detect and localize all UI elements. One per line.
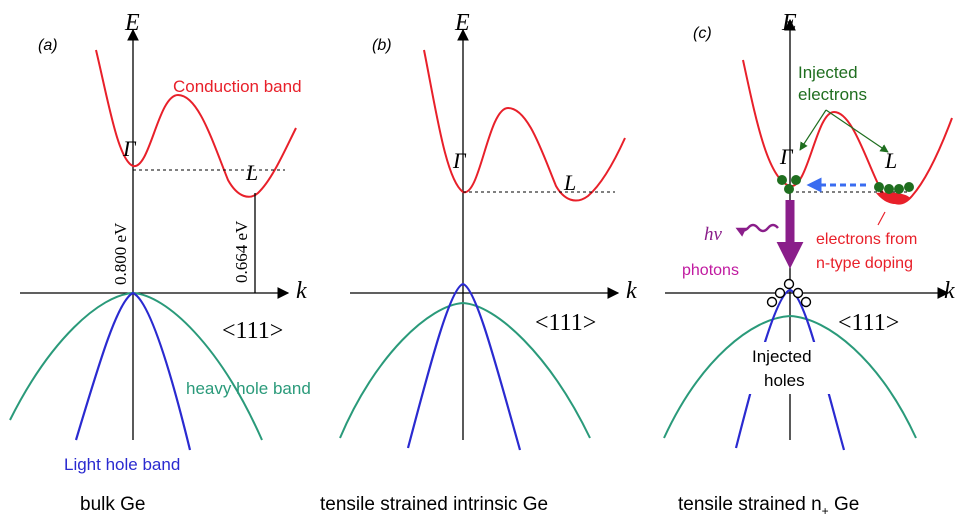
injected-holes-label-line1: Injected (752, 347, 812, 366)
hv-label: hν (704, 224, 723, 245)
injected-electrons-arrow-gamma (799, 109, 827, 151)
electron (791, 175, 801, 185)
injected-holes-label-line2: holes (764, 371, 805, 390)
injected-holes (766, 278, 812, 308)
energy-axis-label-c: E (781, 10, 797, 36)
panel-b-label: (b) (372, 37, 392, 54)
L-label-a: L (245, 160, 258, 185)
holes-label-backdrop (745, 342, 833, 394)
k-axis-label-a: k (296, 278, 307, 304)
electron (784, 184, 794, 194)
light-hole-band-b (406, 282, 522, 451)
k-axis-label-c: k (944, 278, 955, 304)
caption-c-main: tensile strained n (678, 494, 822, 515)
injected-electrons-label-line2: electrons (798, 85, 867, 104)
conduction-band-curve-c (742, 59, 953, 205)
heavy-hole-label: heavy hole band (186, 379, 311, 398)
photon-wave-icon (735, 223, 779, 237)
gamma-label-a: Γ (122, 136, 137, 161)
heavy-hole-band-a (9, 291, 263, 441)
conduction-band-label: Conduction band (173, 77, 302, 96)
energy-axis-label-b: E (454, 10, 470, 36)
gamma-label-b: Γ (452, 148, 467, 173)
k-axis-label-b: k (626, 278, 637, 304)
caption-c-sub: + (822, 504, 829, 516)
injected-electrons-label-line1: Injected (798, 63, 858, 82)
L-label-b: L (563, 170, 576, 195)
light-hole-label: Light hole band (64, 455, 180, 474)
hole (774, 287, 786, 299)
conduction-band-curve-a (95, 49, 297, 198)
caption-c-tail: Ge (829, 494, 860, 515)
gamma-gap-value: 0.800 eV (111, 222, 130, 285)
conduction-band-curve-b (423, 49, 626, 202)
L-gap-value: 0.664 eV (232, 220, 251, 283)
hole (800, 296, 812, 308)
hole (766, 296, 778, 308)
hole (792, 287, 804, 299)
direction-label-a: <111> (222, 318, 283, 344)
panel-a: (a) E k Conduction band Γ L 0.800 eV 0.6… (9, 10, 311, 515)
heavy-hole-band-c (663, 314, 917, 439)
injected-electrons-arrow-L (825, 109, 889, 153)
direction-label-b: <111> (535, 310, 596, 336)
L-label-c: L (884, 148, 897, 173)
panel-b: (b) E k Γ L <111> tensile strained intri… (320, 10, 637, 515)
doping-electron-fill (876, 192, 910, 205)
direction-label-c: <111> (838, 310, 899, 336)
doping-label-line1: electrons from (816, 231, 917, 248)
caption-b: tensile strained intrinsic Ge (320, 494, 548, 515)
heavy-hole-band-b (339, 301, 591, 439)
photons-label: photons (682, 262, 739, 279)
light-hole-band-a (74, 291, 192, 451)
electron (884, 184, 894, 194)
gamma-label-c: Γ (779, 144, 794, 169)
gamma-electrons (777, 175, 801, 194)
doping-label-line2: n-type doping (816, 255, 913, 272)
panel-c-label: (c) (693, 25, 712, 42)
electron (874, 182, 884, 192)
caption-c: tensile strained n+ Ge (678, 494, 859, 516)
electron (894, 184, 904, 194)
electron (904, 182, 914, 192)
panel-a-label: (a) (38, 37, 58, 54)
L-electrons (874, 182, 914, 194)
hole (783, 278, 795, 290)
caption-a: bulk Ge (80, 494, 145, 515)
panel-c: (c) E k Γ L Injected electrons (663, 10, 955, 516)
doping-leader-line (877, 211, 886, 226)
electron (777, 175, 787, 185)
energy-axis-label-a: E (124, 10, 140, 36)
